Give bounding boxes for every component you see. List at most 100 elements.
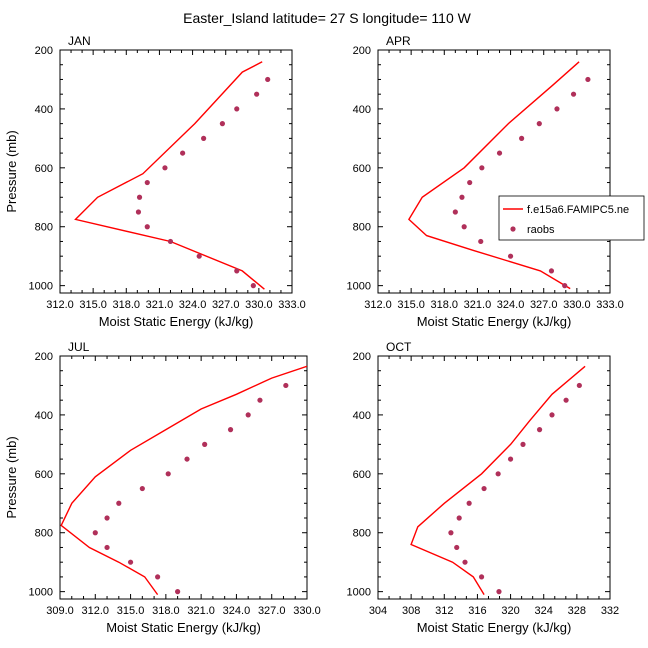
raobs-point [459, 194, 465, 200]
raobs-point [167, 238, 174, 245]
legend-obs-label: raobs [527, 224, 555, 236]
y-tick-label: 600 [35, 469, 53, 481]
x-tick-label: 324.0 [223, 605, 251, 617]
raobs-point [265, 76, 271, 83]
raobs-point [496, 150, 503, 156]
legend-point-swatch [510, 226, 516, 232]
raobs-point [467, 179, 473, 186]
raobs-point [227, 427, 234, 433]
x-tick-label: 316 [468, 605, 486, 617]
plot-frame [377, 49, 611, 294]
y-tick-label: 800 [35, 528, 53, 540]
raobs-point [479, 165, 485, 171]
x-axis-title: Moist Static Energy (kJ/kg) [417, 620, 572, 635]
raobs-point [563, 397, 569, 403]
raobs-point [250, 283, 256, 289]
raobs-point [519, 135, 525, 141]
raobs-point [549, 412, 555, 418]
x-tick-label: 328 [568, 605, 586, 617]
panel-jan: 312.0 315.0 318.0 321.0 324.0 327.0 330.0 333.0… [4, 34, 306, 329]
x-tick-label: 312.0 [46, 299, 74, 311]
y-tick-label: 200 [353, 351, 371, 363]
raobs-point [104, 544, 110, 551]
raobs-point [520, 441, 526, 447]
raobs-point [245, 412, 251, 418]
plot-frame [377, 355, 611, 600]
raobs-point [454, 544, 460, 551]
raobs-point [135, 209, 142, 215]
raobs-point [478, 238, 484, 245]
x-tick-label: 321.0 [146, 299, 174, 311]
x-tick-label: 330.0 [293, 605, 321, 617]
x-tick-label: 320 [501, 605, 519, 617]
y-tick-label: 1000 [347, 587, 371, 599]
panel-apr: 312.0 315.0 318.0 321.0 324.0 327.0 330.0 333.0… [347, 34, 645, 329]
raobs-point [585, 76, 591, 83]
raobs-point [562, 283, 568, 289]
raobs-point [162, 165, 168, 171]
x-tick-label: 321.0 [464, 299, 492, 311]
y-tick-label: 400 [353, 410, 371, 422]
y-tick-label: 600 [35, 163, 53, 175]
raobs-point [155, 574, 161, 580]
figure-title: Easter_Island latitude= 27 S longitude= … [183, 10, 471, 26]
y-tick-label: 1000 [29, 281, 53, 293]
y-tick-label: 1000 [29, 587, 53, 599]
raobs-point [496, 589, 502, 595]
raobs-point [507, 253, 514, 259]
raobs-point [478, 574, 485, 580]
panel-label: JAN [68, 34, 91, 48]
raobs-point [180, 150, 186, 156]
x-tick-label: 327.0 [530, 299, 558, 311]
raobs-point [136, 194, 143, 200]
raobs-point [219, 121, 225, 127]
raobs-point [201, 135, 207, 141]
raobs-point [165, 471, 171, 477]
x-tick-label: 315.0 [397, 299, 425, 311]
raobs-point [554, 106, 560, 112]
raobs-point [92, 530, 98, 536]
x-tick-label: 309.0 [46, 605, 74, 617]
raobs-point [184, 456, 190, 462]
x-tick-label: 327.0 [258, 605, 286, 617]
raobs-point [507, 456, 514, 462]
x-tick-label: 321.0 [187, 605, 215, 617]
panels: 312.0 315.0 318.0 321.0 324.0 327.0 330.0 333.0… [4, 34, 645, 635]
y-axis-title: Pressure (mb) [4, 130, 19, 212]
x-tick-label: 318.0 [431, 299, 459, 311]
model-profile-line [74, 61, 265, 290]
raobs-point [139, 485, 145, 492]
panel-label: APR [386, 34, 411, 48]
legend-box [498, 195, 645, 241]
y-axis-title: Pressure (mb) [4, 436, 19, 518]
raobs-point [254, 91, 260, 97]
x-tick-label: 324.0 [179, 299, 207, 311]
y-tick-label: 600 [353, 163, 371, 175]
raobs-point [234, 268, 240, 274]
panel-label: JUL [68, 340, 90, 354]
y-tick-label: 1000 [347, 281, 371, 293]
y-tick-label: 400 [35, 410, 53, 422]
raobs-point [536, 121, 542, 127]
x-axis-title: Moist Static Energy (kJ/kg) [106, 620, 261, 635]
raobs-point [481, 485, 487, 492]
raobs-point [576, 382, 582, 389]
x-axis-title: Moist Static Energy (kJ/kg) [99, 314, 254, 329]
x-tick-label: 304 [369, 605, 387, 617]
x-tick-label: 330.0 [245, 299, 273, 311]
y-tick-label: 200 [353, 45, 371, 57]
raobs-point [127, 559, 134, 565]
raobs-point [570, 91, 577, 97]
raobs-point [536, 427, 543, 433]
raobs-point [104, 515, 110, 521]
raobs-point [466, 500, 472, 506]
raobs-point [495, 471, 501, 477]
raobs-point [461, 224, 467, 230]
x-tick-label: 318.0 [113, 299, 141, 311]
x-tick-label: 312.0 [364, 299, 392, 311]
model-profile-line [60, 365, 307, 596]
raobs-point [548, 268, 555, 274]
raobs-point [144, 179, 150, 186]
raobs-point [196, 253, 202, 259]
